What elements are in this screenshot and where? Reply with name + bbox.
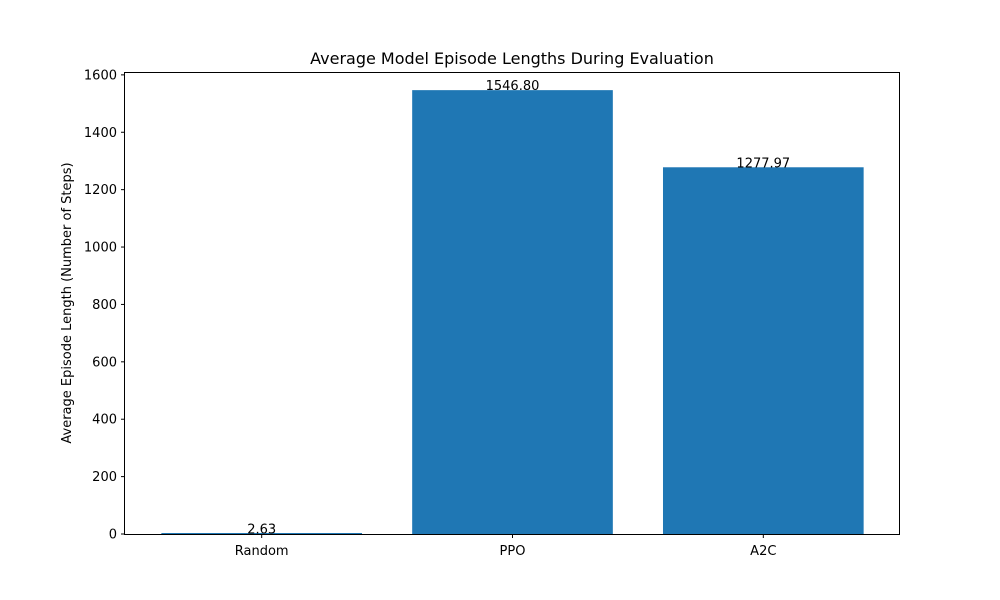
y-tick-label-1200: 1200 — [84, 183, 117, 198]
y-tick-label-600: 600 — [92, 355, 117, 370]
y-tick-label-400: 400 — [92, 413, 117, 428]
x-tick-label-a2c: A2C — [750, 544, 776, 559]
plot-area: 2.63 Random 1546.80 PPO 1277.97 A2C 0 200 400 600… — [84, 68, 864, 559]
y-tick-label-1000: 1000 — [84, 241, 117, 256]
x-tick-label-random: Random — [235, 544, 289, 559]
bar-random — [161, 533, 363, 534]
data-label-a2c: 1277.97 — [736, 156, 790, 171]
x-tick-label-ppo: PPO — [500, 544, 526, 559]
data-label-ppo: 1546.80 — [486, 79, 540, 94]
y-tick-label-800: 800 — [92, 298, 117, 313]
y-tick-label-1400: 1400 — [84, 126, 117, 141]
y-tick-label-1600: 1600 — [84, 68, 117, 83]
chart-title: Average Model Episode Lengths During Eva… — [310, 49, 714, 68]
data-label-random: 2.63 — [247, 522, 276, 537]
bar-ppo — [412, 90, 613, 534]
plot-frame — [124, 72, 900, 535]
y-tick-label-200: 200 — [92, 470, 117, 485]
y-axis-label: Average Episode Length (Number of Steps) — [60, 162, 75, 443]
y-tick-label-0: 0 — [109, 528, 117, 543]
bar-a2c — [662, 167, 864, 534]
